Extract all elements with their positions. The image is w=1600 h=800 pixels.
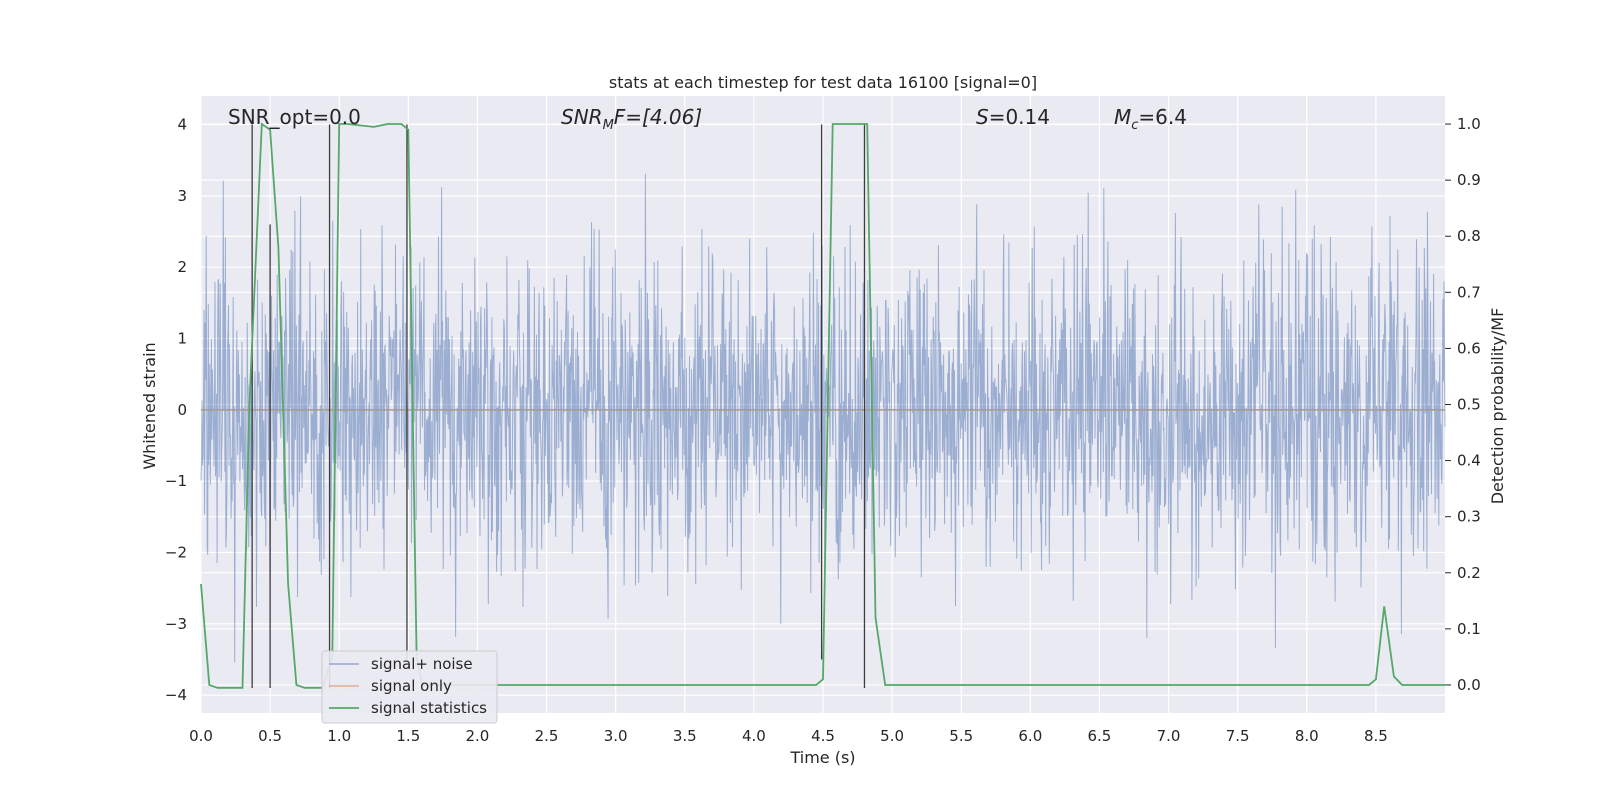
x-tick-label-2: 1.0 — [327, 727, 351, 745]
snr-opt-annotation: SNR_opt=0.0 — [228, 105, 361, 129]
mc-prefix: M — [1114, 105, 1131, 129]
x-tick-label-6: 3.0 — [604, 727, 628, 745]
mc-annotation: Mc=6.4 — [1114, 105, 1187, 133]
legend-label-signal-statistics: signal statistics — [371, 699, 487, 717]
x-tick-label-11: 5.5 — [949, 727, 973, 745]
x-tick-label-16: 8.0 — [1295, 727, 1319, 745]
x-tick-label-12: 6.0 — [1018, 727, 1042, 745]
vertical-markers — [251, 124, 866, 689]
y-left-tick-label-5: −1 — [165, 472, 187, 490]
mc-suffix: =6.4 — [1138, 105, 1187, 129]
x-tick-label-17: 8.5 — [1364, 727, 1388, 745]
y-right-tick-label-3: 0.7 — [1457, 283, 1481, 301]
snr-mf-prefix: SNR — [561, 105, 603, 129]
y-right-tick-label-1: 0.9 — [1457, 171, 1481, 189]
y-right-tick-label-9: 0.1 — [1457, 620, 1481, 638]
y-left-tick-label-0: 4 — [177, 116, 187, 134]
x-tick-label-0: 0.0 — [189, 727, 213, 745]
y-left-tick-label-1: 3 — [177, 187, 187, 205]
snr-mf-suffix: F=[4.06] — [614, 105, 702, 129]
y-axis-left-label: Whitened strain — [140, 342, 159, 469]
legend-box — [321, 650, 498, 724]
mc-subscript: c — [1131, 118, 1138, 133]
y-left-tick-label-8: −4 — [165, 686, 187, 704]
y-right-tick-label-8: 0.2 — [1457, 564, 1481, 582]
y-right-tick-label-10: 0.0 — [1457, 676, 1481, 694]
legend: signal+ noise signal only signal statist… — [321, 650, 498, 724]
chart-title: stats at each timestep for test data 161… — [609, 73, 1037, 92]
y-right-tick-label-2: 0.8 — [1457, 227, 1481, 245]
y-right-tick-label-7: 0.3 — [1457, 508, 1481, 526]
x-tick-label-8: 4.0 — [742, 727, 766, 745]
y-left-tick-label-6: −2 — [165, 544, 187, 562]
x-tick-label-7: 3.5 — [673, 727, 697, 745]
s-prefix: S — [976, 105, 989, 129]
x-tick-label-14: 7.0 — [1157, 727, 1181, 745]
y-axis-left-ticks: 4 3 2 1 0 −1 −2 −3 −4 — [165, 116, 187, 705]
s-suffix: =0.14 — [989, 105, 1050, 129]
y-right-tick-label-0: 1.0 — [1457, 115, 1481, 133]
y-axis-right-label: Detection probability/MF — [1488, 308, 1507, 505]
x-axis-ticks: 0.0 0.5 1.0 1.5 2.0 2.5 3.0 3.5 4.0 4.5 5.0 5.5 6.0 6… — [189, 727, 1388, 745]
snr-mf-annotation: SNRMF=[4.06] — [561, 105, 702, 133]
signal-noise-line — [200, 173, 1446, 663]
x-axis-label: Time (s) — [789, 748, 855, 767]
x-tick-label-9: 4.5 — [811, 727, 835, 745]
y-right-tick-label-6: 0.4 — [1457, 452, 1481, 470]
x-tick-label-1: 0.5 — [258, 727, 282, 745]
y-right-tick-label-4: 0.6 — [1457, 339, 1481, 357]
x-tick-label-10: 5.0 — [880, 727, 904, 745]
legend-label-signal-only: signal only — [371, 677, 452, 695]
y-left-tick-label-3: 1 — [177, 330, 187, 348]
y-left-tick-label-7: −3 — [165, 615, 187, 633]
s-annotation: S=0.14 — [976, 105, 1050, 129]
x-tick-label-3: 1.5 — [396, 727, 420, 745]
x-tick-label-4: 2.0 — [466, 727, 490, 745]
y-left-tick-label-4: 0 — [177, 401, 187, 419]
signal-noise-series — [200, 173, 1446, 663]
y-right-tick-label-5: 0.5 — [1457, 396, 1481, 414]
x-tick-label-5: 2.5 — [535, 727, 559, 745]
y-axis-right-ticks: 1.0 0.9 0.8 0.7 0.6 0.5 0.4 0.3 0.2 0.1 0.0 — [1445, 115, 1481, 694]
x-tick-label-13: 6.5 — [1088, 727, 1112, 745]
legend-label-signal-noise: signal+ noise — [371, 655, 473, 673]
x-tick-label-15: 7.5 — [1226, 727, 1250, 745]
y-left-tick-label-2: 2 — [177, 258, 187, 276]
snr-mf-subscript: M — [603, 118, 614, 133]
